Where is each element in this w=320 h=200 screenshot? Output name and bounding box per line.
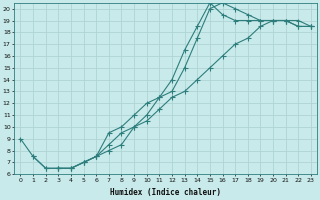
X-axis label: Humidex (Indice chaleur): Humidex (Indice chaleur) xyxy=(110,188,221,197)
